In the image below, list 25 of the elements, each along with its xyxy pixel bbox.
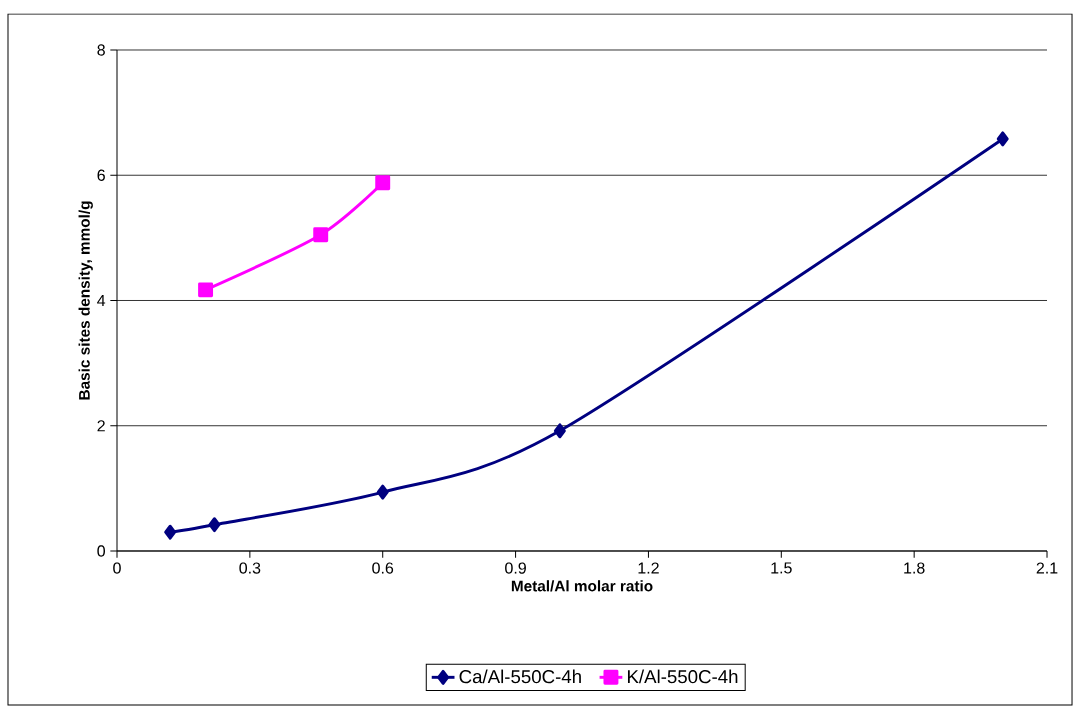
x-tick-label: 0 — [113, 562, 121, 574]
x-tick-label: 0.9 — [505, 562, 526, 574]
legend-label: K/Al-550C-4h — [627, 669, 738, 684]
point — [553, 423, 566, 439]
y-axis-title: Basic sites density, mmol/g — [78, 201, 93, 400]
y-tick-label: 6 — [97, 169, 105, 181]
y-tick-label: 8 — [97, 44, 105, 56]
point — [208, 517, 221, 533]
point — [313, 227, 329, 243]
y-tick-label: 2 — [97, 420, 105, 432]
point — [164, 524, 177, 540]
x-tick-label: 1.8 — [904, 562, 925, 574]
point — [996, 131, 1009, 147]
x-tick-label: 0.6 — [372, 562, 394, 574]
x-tick-label: 2.1 — [1036, 562, 1058, 574]
x-tick-label: 1.5 — [771, 562, 792, 574]
point — [198, 282, 214, 298]
x-tick-label: 1.2 — [638, 562, 659, 574]
y-tick-label: 0 — [97, 545, 106, 557]
x-tick-label: 0.3 — [239, 562, 261, 574]
x-axis-title: Metal/Al molar ratio — [511, 580, 653, 592]
legend-label: Ca/Al-550C-4h — [459, 669, 581, 684]
y-tick-label: 4 — [97, 295, 106, 306]
point — [376, 484, 389, 500]
point — [375, 175, 391, 191]
